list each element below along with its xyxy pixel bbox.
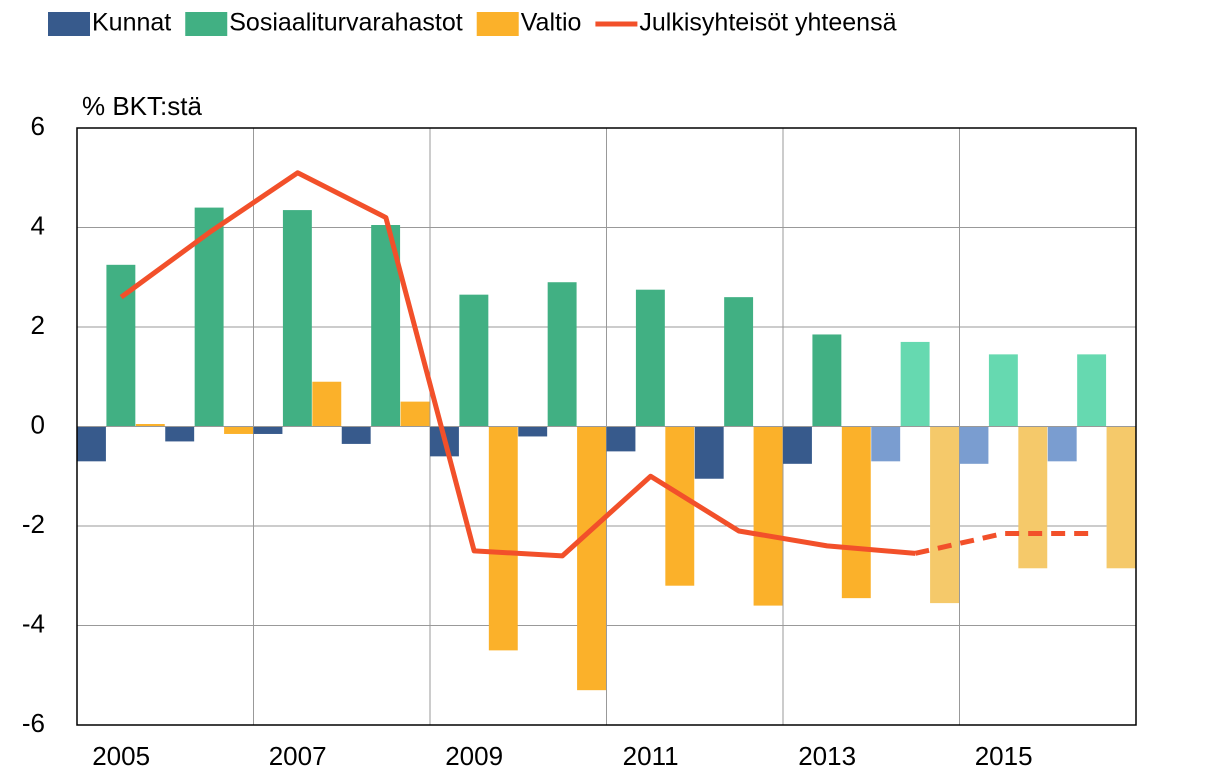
bar xyxy=(988,354,1018,427)
bar xyxy=(488,426,518,651)
legend-swatch xyxy=(185,12,228,36)
bar xyxy=(871,426,901,462)
bar xyxy=(518,426,548,437)
bar xyxy=(282,210,312,427)
legend-swatch xyxy=(476,12,519,36)
line xyxy=(119,170,916,559)
legend-swatch xyxy=(48,12,90,36)
bar xyxy=(694,426,724,479)
bar xyxy=(665,426,695,586)
bar xyxy=(1018,426,1048,569)
bar xyxy=(400,401,430,427)
bar xyxy=(253,426,283,434)
legend-label: Valtio xyxy=(521,9,582,37)
x-tick-label: 2007 xyxy=(269,741,327,771)
bar xyxy=(841,426,871,599)
y-tick-label: 6 xyxy=(31,111,45,141)
x-tick-label: 2009 xyxy=(445,741,503,771)
legend-label: Kunnat xyxy=(92,9,171,37)
bar xyxy=(724,297,754,427)
y-tick-label: 4 xyxy=(31,210,45,240)
bar xyxy=(812,334,842,427)
plot-border xyxy=(76,127,1137,726)
bar xyxy=(165,426,195,442)
bar xyxy=(930,426,959,604)
bar xyxy=(635,289,665,427)
bar xyxy=(783,426,812,464)
line xyxy=(914,530,1092,556)
bar xyxy=(606,426,636,452)
legend-label: Julkisyhteisöt yhteensä xyxy=(639,9,896,37)
x-tick-label: 2011 xyxy=(623,741,679,771)
bar xyxy=(224,426,253,434)
bar xyxy=(135,424,165,427)
bar xyxy=(900,341,930,427)
y-axis-label: % BKT:stä xyxy=(82,91,202,121)
bar xyxy=(753,426,783,606)
bar xyxy=(194,207,224,427)
legend: Kunnat Sosiaaliturvarahastot Valtio Julkisy… xyxy=(48,9,897,37)
bar xyxy=(959,426,989,464)
bar xyxy=(577,426,606,691)
legend-label: Sosiaaliturvarahastot xyxy=(229,9,463,37)
y-tick-label: -6 xyxy=(22,708,45,738)
bar xyxy=(1047,426,1077,462)
bar xyxy=(1077,354,1107,427)
x-tick-label: 2013 xyxy=(798,741,856,771)
y-tick-label: -4 xyxy=(22,608,45,638)
x-tick-label: 2015 xyxy=(975,741,1033,771)
bar xyxy=(77,426,106,462)
y-tick-label: -2 xyxy=(22,509,45,539)
bar xyxy=(459,294,489,427)
x-tick-label: 2005 xyxy=(92,741,150,771)
bar xyxy=(1106,426,1136,569)
bar xyxy=(547,282,577,427)
y-tick-label: 2 xyxy=(31,310,45,340)
bar xyxy=(341,426,371,444)
bar xyxy=(312,381,342,427)
y-tick-label: 0 xyxy=(31,409,45,439)
